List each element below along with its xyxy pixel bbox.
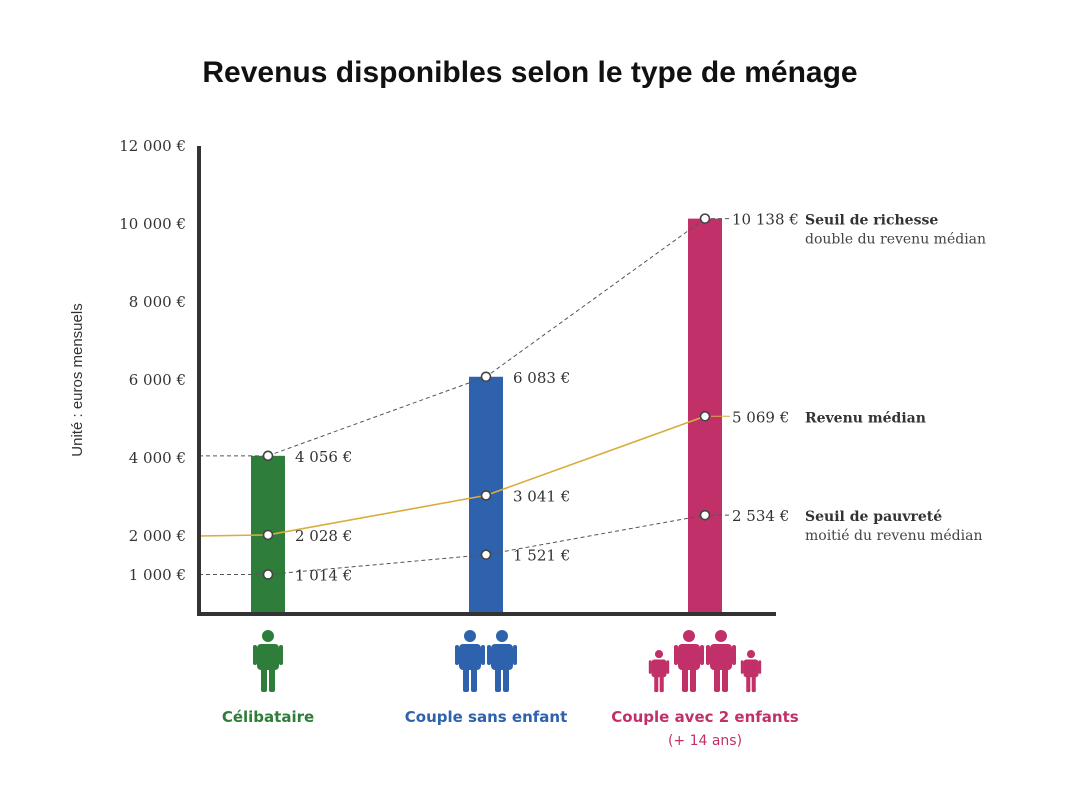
data-label: 6 083 € <box>513 369 570 387</box>
person-head <box>262 630 274 642</box>
couple-icon <box>455 630 517 692</box>
person-leg <box>659 674 664 693</box>
category-sublabel: (+ 14 ans) <box>668 733 742 749</box>
person-body <box>710 644 732 670</box>
category-icons <box>253 630 762 693</box>
person-icon <box>648 650 670 693</box>
category-label: Couple sans enfant <box>405 708 568 726</box>
series-name: Seuil de pauvreté <box>805 509 942 525</box>
person-leg <box>261 666 267 692</box>
person-head <box>464 630 476 642</box>
person-arm <box>455 645 459 665</box>
data-point <box>262 450 274 462</box>
series-subtitle: moitié du revenu médian <box>805 528 982 544</box>
category-labels: Célibataire Couple sans enfant Couple avec… <box>222 708 799 749</box>
data-label: 4 056 € <box>295 448 352 466</box>
data-label: 2 534 € <box>732 507 789 525</box>
person-body <box>257 644 279 670</box>
person-leg <box>503 666 509 692</box>
single-person-icon <box>253 630 283 692</box>
person-leg <box>471 666 477 692</box>
category-label: Célibataire <box>222 708 314 726</box>
series-name: Seuil de richesse <box>805 213 938 229</box>
data-point <box>262 569 274 580</box>
person-body <box>459 644 481 670</box>
person-body <box>678 644 700 670</box>
series-subtitle: double du revenu médian <box>805 232 986 248</box>
data-point <box>699 411 711 422</box>
data-point <box>699 213 711 224</box>
series-name: Revenu médian <box>805 410 926 426</box>
chart-title: Revenus disponibles selon le type de mén… <box>202 56 857 89</box>
series-annotations: Seuil de richesse double du revenu médian… <box>805 213 986 545</box>
y-tick-label: 4 000 € <box>129 449 186 467</box>
person-leg <box>654 674 659 693</box>
person-head <box>715 630 727 642</box>
person-body <box>651 659 667 678</box>
person-head <box>496 630 508 642</box>
person-arm <box>666 660 670 674</box>
person-arm <box>487 645 491 665</box>
person-body <box>491 644 513 670</box>
person-arm <box>758 660 762 674</box>
y-tick-label: 12 000 € <box>119 137 186 155</box>
person-icon <box>706 630 736 692</box>
data-point <box>480 490 492 501</box>
person-icon <box>487 630 517 692</box>
data-label: 5 069 € <box>732 408 789 426</box>
person-leg <box>746 674 751 693</box>
person-icon <box>455 630 485 692</box>
y-axis-ticks: 1 000 € 2 000 € 4 000 € 6 000 € 8 000 € 10 00… <box>119 137 186 584</box>
person-leg <box>722 666 728 692</box>
data-point <box>262 529 274 541</box>
person-leg <box>751 674 756 693</box>
person-head <box>683 630 695 642</box>
person-arm <box>253 645 257 665</box>
person-arm <box>481 645 485 665</box>
person-arm <box>648 660 652 674</box>
person-leg <box>495 666 501 692</box>
person-head <box>746 650 756 659</box>
series-line <box>198 415 706 537</box>
person-arm <box>732 645 736 665</box>
data-point <box>480 549 492 560</box>
person-body <box>743 659 759 678</box>
person-icon <box>740 650 762 693</box>
person-arm <box>706 645 710 665</box>
data-labels: 4 056 € 6 083 € 10 138 € 2 028 € 3 041 € 5 06… <box>295 211 799 585</box>
y-axis-label: Unité : euros mensuels <box>69 303 86 456</box>
person-head <box>654 650 664 659</box>
person-icon <box>674 630 704 692</box>
person-arm <box>513 645 517 665</box>
person-leg <box>269 666 275 692</box>
y-tick-label: 1 000 € <box>129 566 186 584</box>
person-arm <box>674 645 678 665</box>
data-label: 2 028 € <box>295 527 352 545</box>
data-point <box>699 509 711 521</box>
person-arm <box>740 660 744 674</box>
axes <box>197 146 776 616</box>
data-label: 10 138 € <box>732 211 799 229</box>
y-tick-label: 6 000 € <box>129 371 186 389</box>
person-arm <box>700 645 704 665</box>
data-points <box>262 213 711 580</box>
person-leg <box>714 666 720 692</box>
data-label: 3 041 € <box>513 487 570 505</box>
person-leg <box>690 666 696 692</box>
data-label: 1 521 € <box>513 547 570 565</box>
y-tick-label: 8 000 € <box>129 293 186 311</box>
person-leg <box>463 666 469 692</box>
family-icon <box>648 630 762 693</box>
data-label: 1 014 € <box>295 566 352 584</box>
person-arm <box>279 645 283 665</box>
data-point <box>480 371 492 383</box>
category-label: Couple avec 2 enfants <box>611 708 798 726</box>
person-leg <box>682 666 688 692</box>
person-icon <box>253 630 283 692</box>
y-tick-label: 10 000 € <box>119 215 186 233</box>
y-tick-label: 2 000 € <box>129 527 186 545</box>
